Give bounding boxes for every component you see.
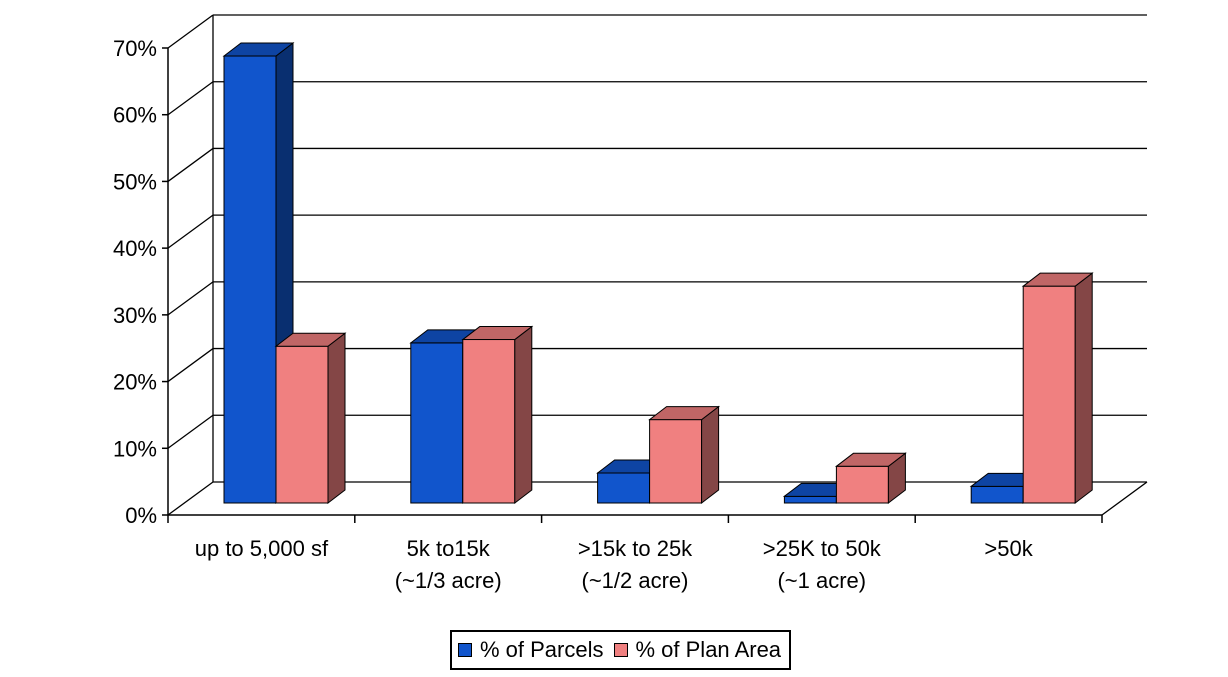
bar-front <box>462 339 516 504</box>
x-category-label: >15k to 25k <box>578 536 693 561</box>
bar-plan-area-3 <box>834 452 907 505</box>
bar-top <box>834 452 907 467</box>
bar-side <box>514 325 533 505</box>
gridline-side <box>167 414 214 449</box>
bar-front <box>410 342 464 504</box>
y-tick-label: 40% <box>113 236 157 261</box>
legend-swatch-plan-area <box>613 643 628 657</box>
x-category-label: >50k <box>984 536 1033 561</box>
x-category-label: 5k to15k <box>407 536 491 561</box>
y-tick-label: 0% <box>125 503 157 528</box>
y-tick-label: 60% <box>113 103 157 128</box>
legend-item-parcels: % of Parcels <box>458 637 604 663</box>
bar-front <box>835 465 889 504</box>
bar-plan-area-1 <box>461 325 534 505</box>
bar-front <box>970 485 1024 504</box>
legend-swatch-parcels <box>458 643 472 657</box>
bar-top <box>648 406 721 421</box>
y-tick-label: 50% <box>113 169 157 194</box>
bar-side <box>327 332 346 505</box>
bar-top <box>222 42 295 57</box>
bar-side <box>701 405 720 505</box>
bar-plan-area-0 <box>274 332 347 505</box>
bar-top <box>1021 272 1094 287</box>
bar-front <box>1022 285 1076 504</box>
x-category-label: (~1/3 acre) <box>395 568 502 593</box>
bar-front <box>783 495 837 504</box>
gridline-side <box>167 281 214 316</box>
gridline-side <box>167 348 214 383</box>
y-tick-label: 20% <box>113 370 157 395</box>
y-tick-label: 30% <box>113 303 157 328</box>
bar-plan-area-4 <box>1021 272 1094 505</box>
chart-legend: % of Parcels % of Plan Area <box>450 630 792 670</box>
bar-side <box>1074 272 1093 505</box>
legend-label-parcels: % of Parcels <box>480 637 604 662</box>
x-category-label: (~1/2 acre) <box>582 568 689 593</box>
bar-plan-area-2 <box>648 405 721 505</box>
gridline-side <box>167 147 214 182</box>
x-category-label: up to 5,000 sf <box>195 536 329 561</box>
bar-top <box>274 332 347 347</box>
y-tick-label: 70% <box>113 36 157 61</box>
bar-front <box>275 345 329 504</box>
x-category-label: (~1 acre) <box>777 568 866 593</box>
bar-front <box>223 55 277 504</box>
bar-front <box>597 472 651 504</box>
bar-top <box>461 326 534 341</box>
y-tick-label: 10% <box>113 436 157 461</box>
gridline-side <box>167 481 214 516</box>
legend-item-plan-area: % of Plan Area <box>613 637 782 663</box>
x-category-label: >25K to 50k <box>763 536 882 561</box>
gridline-side <box>167 214 214 249</box>
legend-label-plan-area: % of Plan Area <box>635 637 782 662</box>
bar-front <box>649 419 703 504</box>
gridline-side <box>167 14 214 49</box>
floor-edge-right <box>1101 481 1148 516</box>
gridline-side <box>167 81 214 116</box>
